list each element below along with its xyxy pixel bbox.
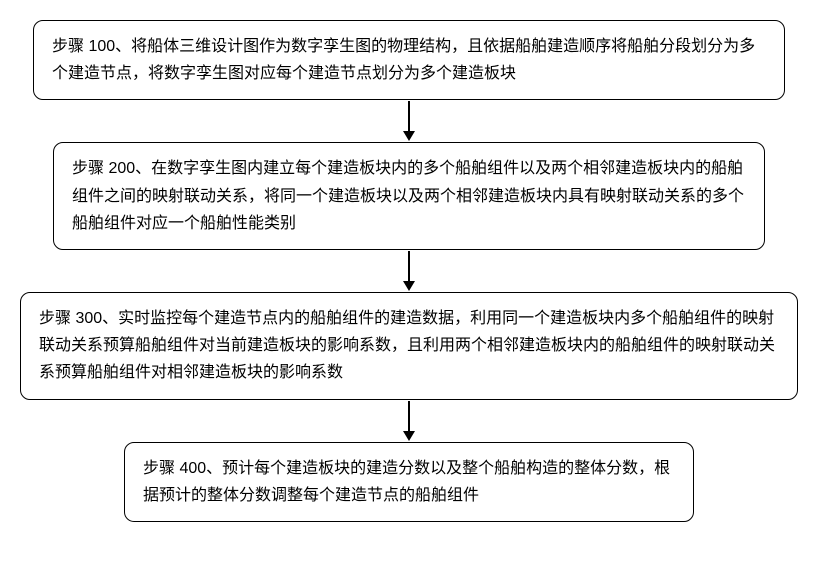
arrow-head-icon bbox=[403, 131, 415, 141]
arrow-line bbox=[408, 101, 410, 131]
arrow-head-icon bbox=[403, 431, 415, 441]
arrow-1 bbox=[403, 100, 415, 142]
flowchart-container: 步骤 100、将船体三维设计图作为数字孪生图的物理结构，且依据船舶建造顺序将船舶… bbox=[20, 20, 798, 522]
step-box-200: 步骤 200、在数字孪生图内建立每个建造板块内的多个船舶组件以及两个相邻建造板块… bbox=[53, 142, 765, 250]
arrow-head-icon bbox=[403, 281, 415, 291]
arrow-line bbox=[408, 401, 410, 431]
step-text: 步骤 100、将船体三维设计图作为数字孪生图的物理结构，且依据船舶建造顺序将船舶… bbox=[52, 38, 755, 82]
step-box-400: 步骤 400、预计每个建造板块的建造分数以及整个船舶构造的整体分数，根据预计的整… bbox=[124, 442, 694, 522]
step-text: 步骤 200、在数字孪生图内建立每个建造板块内的多个船舶组件以及两个相邻建造板块… bbox=[72, 160, 744, 231]
arrow-3 bbox=[403, 400, 415, 442]
step-box-100: 步骤 100、将船体三维设计图作为数字孪生图的物理结构，且依据船舶建造顺序将船舶… bbox=[33, 20, 785, 100]
arrow-line bbox=[408, 251, 410, 281]
arrow-2 bbox=[403, 250, 415, 292]
step-box-300: 步骤 300、实时监控每个建造节点内的船舶组件的建造数据，利用同一个建造板块内多… bbox=[20, 292, 798, 400]
step-text: 步骤 400、预计每个建造板块的建造分数以及整个船舶构造的整体分数，根据预计的整… bbox=[143, 460, 670, 504]
step-text: 步骤 300、实时监控每个建造节点内的船舶组件的建造数据，利用同一个建造板块内多… bbox=[39, 310, 775, 381]
